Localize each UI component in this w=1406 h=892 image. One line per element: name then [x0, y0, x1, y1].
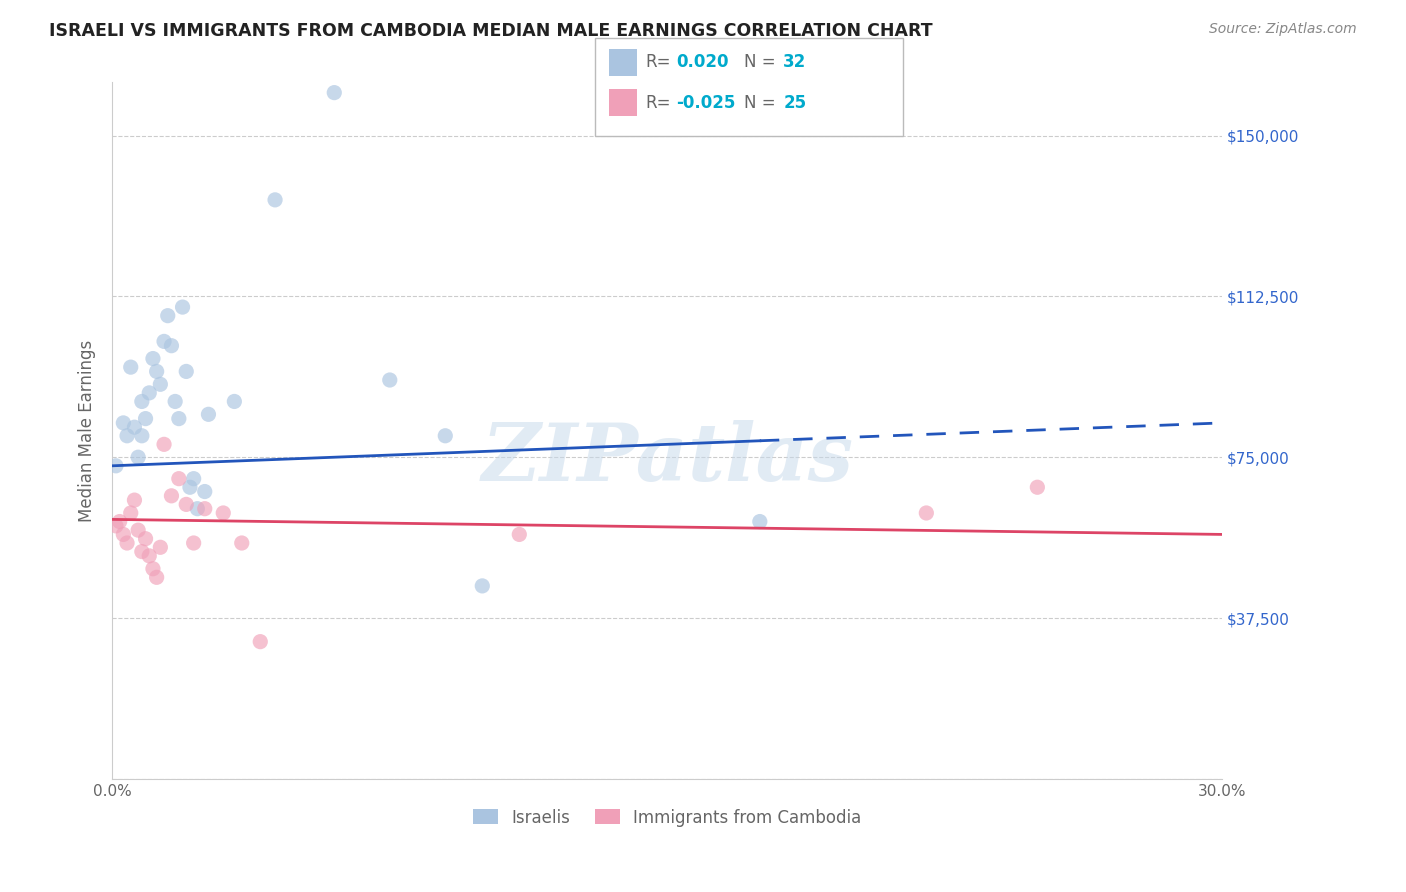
Text: -0.025: -0.025 [676, 94, 735, 112]
Point [194, 501, 217, 516]
Point [186, 501, 208, 516]
Point [112, 527, 135, 541]
Point [142, 351, 165, 366]
Point [138, 385, 160, 400]
Point [120, 360, 142, 375]
Text: 0.020: 0.020 [676, 54, 728, 71]
Point [153, 437, 176, 451]
Text: N =: N = [744, 54, 775, 71]
Point [153, 334, 176, 349]
Point [183, 472, 205, 486]
Point [138, 549, 160, 563]
Point [108, 515, 131, 529]
Point [378, 373, 401, 387]
Point [224, 394, 246, 409]
Point [124, 420, 146, 434]
Text: Source: ZipAtlas.com: Source: ZipAtlas.com [1209, 22, 1357, 37]
Point [160, 489, 183, 503]
Point [160, 339, 183, 353]
Point [120, 506, 142, 520]
Point [748, 515, 770, 529]
Point [115, 429, 138, 443]
Point [127, 523, 149, 537]
Text: 32: 32 [783, 54, 807, 71]
Point [915, 506, 938, 520]
Point [127, 450, 149, 465]
Point [264, 193, 287, 207]
Point [174, 364, 197, 378]
Point [197, 407, 219, 421]
Text: ISRAELI VS IMMIGRANTS FROM CAMBODIA MEDIAN MALE EARNINGS CORRELATION CHART: ISRAELI VS IMMIGRANTS FROM CAMBODIA MEDI… [49, 22, 932, 40]
Point [131, 544, 153, 558]
Point [131, 394, 153, 409]
Point [212, 506, 235, 520]
Point [179, 480, 201, 494]
Text: 25: 25 [783, 94, 806, 112]
Point [135, 411, 157, 425]
Point [156, 309, 179, 323]
Point [174, 497, 197, 511]
Point [131, 429, 153, 443]
Text: R=: R= [645, 94, 671, 112]
Text: ZIPatlas: ZIPatlas [481, 419, 853, 497]
Point [194, 484, 217, 499]
Point [434, 429, 457, 443]
Point [149, 541, 172, 555]
Text: R=: R= [645, 54, 671, 71]
Point [112, 416, 135, 430]
Point [167, 472, 190, 486]
Point [104, 458, 127, 473]
Point [149, 377, 172, 392]
Point [142, 562, 165, 576]
Point [231, 536, 253, 550]
Y-axis label: Median Male Earnings: Median Male Earnings [79, 339, 96, 522]
Point [172, 300, 194, 314]
Point [167, 411, 190, 425]
Point [183, 536, 205, 550]
Point [165, 394, 187, 409]
Point [145, 364, 167, 378]
Point [1026, 480, 1049, 494]
Point [124, 493, 146, 508]
Point [508, 527, 530, 541]
Point [145, 570, 167, 584]
Point [249, 634, 271, 648]
Point [471, 579, 494, 593]
Point [323, 86, 346, 100]
Text: N =: N = [744, 94, 775, 112]
Point [135, 532, 157, 546]
Point [104, 519, 127, 533]
Point [115, 536, 138, 550]
Legend: Israelis, Immigrants from Cambodia: Israelis, Immigrants from Cambodia [467, 802, 869, 833]
